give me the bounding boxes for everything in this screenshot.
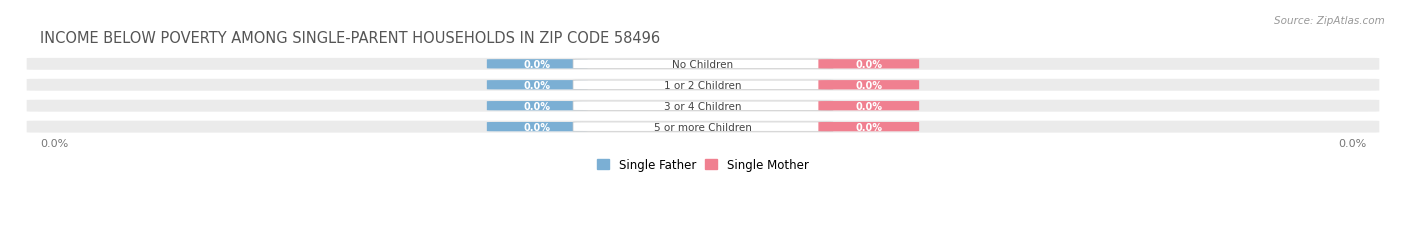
- Text: 0.0%: 0.0%: [1337, 139, 1367, 149]
- FancyBboxPatch shape: [27, 59, 1379, 70]
- Text: 5 or more Children: 5 or more Children: [654, 122, 752, 132]
- Text: 0.0%: 0.0%: [39, 139, 69, 149]
- FancyBboxPatch shape: [486, 102, 588, 111]
- FancyBboxPatch shape: [574, 102, 832, 111]
- FancyBboxPatch shape: [574, 81, 832, 90]
- FancyBboxPatch shape: [27, 100, 1379, 112]
- Text: 0.0%: 0.0%: [524, 101, 551, 111]
- FancyBboxPatch shape: [818, 60, 920, 69]
- Text: 0.0%: 0.0%: [524, 60, 551, 70]
- FancyBboxPatch shape: [486, 122, 588, 132]
- FancyBboxPatch shape: [486, 60, 588, 69]
- Legend: Single Father, Single Mother: Single Father, Single Mother: [598, 158, 808, 171]
- Text: INCOME BELOW POVERTY AMONG SINGLE-PARENT HOUSEHOLDS IN ZIP CODE 58496: INCOME BELOW POVERTY AMONG SINGLE-PARENT…: [39, 31, 659, 46]
- Text: 0.0%: 0.0%: [855, 101, 882, 111]
- Text: 0.0%: 0.0%: [524, 122, 551, 132]
- Text: 3 or 4 Children: 3 or 4 Children: [664, 101, 742, 111]
- FancyBboxPatch shape: [818, 122, 920, 132]
- Text: No Children: No Children: [672, 60, 734, 70]
- Text: 0.0%: 0.0%: [524, 80, 551, 90]
- FancyBboxPatch shape: [486, 81, 588, 90]
- FancyBboxPatch shape: [818, 81, 920, 90]
- Text: 0.0%: 0.0%: [855, 60, 882, 70]
- Text: Source: ZipAtlas.com: Source: ZipAtlas.com: [1274, 16, 1385, 26]
- FancyBboxPatch shape: [27, 121, 1379, 133]
- Text: 1 or 2 Children: 1 or 2 Children: [664, 80, 742, 90]
- FancyBboxPatch shape: [574, 60, 832, 69]
- Text: 0.0%: 0.0%: [855, 122, 882, 132]
- FancyBboxPatch shape: [27, 79, 1379, 91]
- FancyBboxPatch shape: [818, 102, 920, 111]
- FancyBboxPatch shape: [574, 122, 832, 132]
- Text: 0.0%: 0.0%: [855, 80, 882, 90]
